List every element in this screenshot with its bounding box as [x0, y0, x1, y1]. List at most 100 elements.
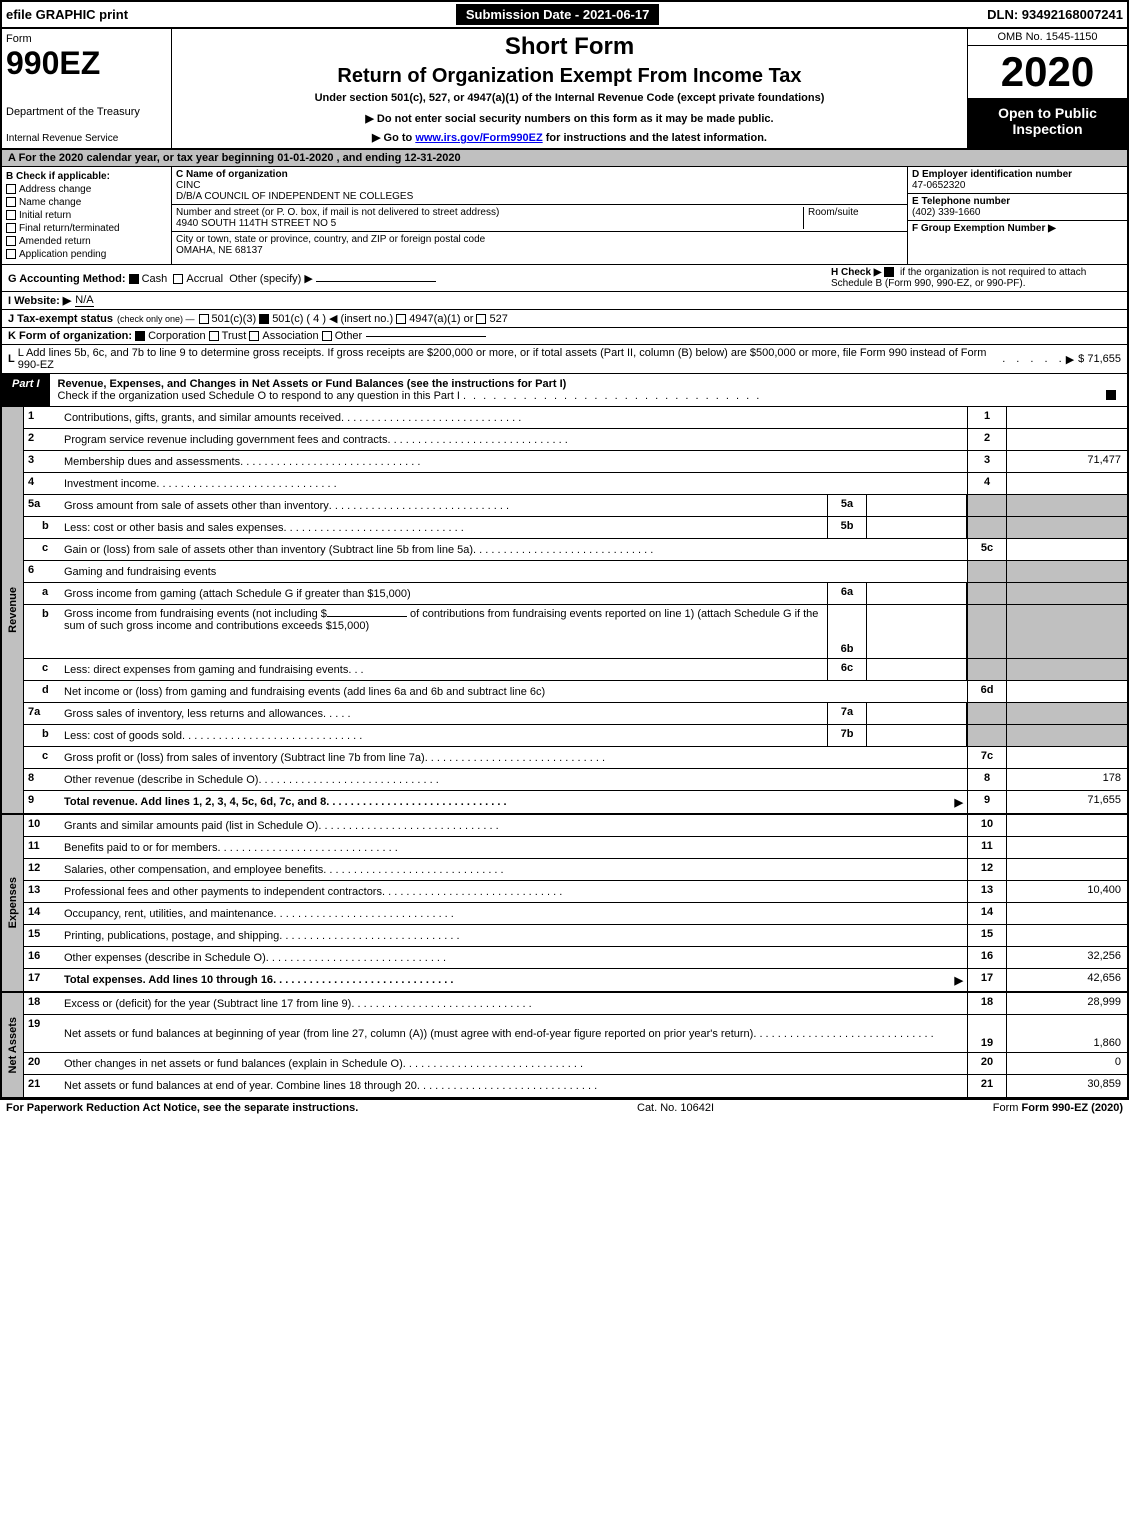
check-final[interactable]: Final return/terminated	[6, 223, 167, 234]
check-trust[interactable]	[209, 331, 219, 341]
form-header: Form 990EZ Department of the Treasury In…	[0, 29, 1129, 150]
line-18: 18Excess or (deficit) for the year (Subt…	[24, 993, 1127, 1015]
l-val: $ 71,655	[1078, 353, 1121, 365]
g-accounting: G Accounting Method: Cash Accrual Other …	[8, 272, 436, 285]
line-4: 4Investment income . . . . . . . . . . .…	[24, 473, 1127, 495]
city-val: OMAHA, NE 68137	[176, 245, 263, 256]
line-6: 6Gaming and fundraising events	[24, 561, 1127, 583]
short-form-title: Short Form	[180, 33, 959, 61]
line-19: 19Net assets or fund balances at beginni…	[24, 1015, 1127, 1053]
irs-label: Internal Revenue Service	[6, 133, 167, 144]
line-5c: cGain or (loss) from sale of assets othe…	[24, 539, 1127, 561]
ein-val: 47-0652320	[912, 180, 965, 191]
revenue-side-label: Revenue	[2, 407, 24, 813]
top-bar: efile GRAPHIC print Submission Date - 20…	[0, 0, 1129, 29]
check-accrual[interactable]	[173, 274, 183, 284]
h-schedule-b: H Check ▶ if the organization is not req…	[831, 267, 1121, 289]
dln: DLN: 93492168007241	[987, 7, 1123, 22]
org-name-2: D/B/A COUNCIL OF INDEPENDENT NE COLLEGES	[176, 191, 413, 202]
line-5b: bLess: cost or other basis and sales exp…	[24, 517, 1127, 539]
g-h-row: G Accounting Method: Cash Accrual Other …	[0, 265, 1129, 292]
submission-date: Submission Date - 2021-06-17	[456, 4, 660, 25]
part-1-header: Part I Revenue, Expenses, and Changes in…	[0, 374, 1129, 407]
check-pending[interactable]: Application pending	[6, 249, 167, 260]
check-corp[interactable]	[135, 331, 145, 341]
check-527[interactable]	[476, 314, 486, 324]
check-initial[interactable]: Initial return	[6, 210, 167, 221]
line-13: 13Professional fees and other payments t…	[24, 881, 1127, 903]
line-6b: bGross income from fundraising events (n…	[24, 605, 1127, 659]
form-ref: Form Form 990-EZ (2020)	[993, 1102, 1123, 1114]
line-7c: cGross profit or (loss) from sales of in…	[24, 747, 1127, 769]
line-9: 9Total revenue. Add lines 1, 2, 3, 4, 5c…	[24, 791, 1127, 813]
check-h[interactable]	[884, 267, 894, 277]
line-6c: cLess: direct expenses from gaming and f…	[24, 659, 1127, 681]
check-assoc[interactable]	[249, 331, 259, 341]
j-label: J Tax-exempt status	[8, 313, 113, 325]
line-10: 10Grants and similar amounts paid (list …	[24, 815, 1127, 837]
grp-row: F Group Exemption Number ▶	[908, 221, 1127, 236]
grp-label: F Group Exemption Number ▶	[912, 223, 1056, 234]
line-6d: dNet income or (loss) from gaming and fu…	[24, 681, 1127, 703]
city-label: City or town, state or province, country…	[176, 234, 485, 245]
cat-no: Cat. No. 10642I	[637, 1102, 714, 1114]
check-cash[interactable]	[129, 274, 139, 284]
revenue-table: Revenue 1Contributions, gifts, grants, a…	[0, 407, 1129, 815]
line-7a: 7aGross sales of inventory, less returns…	[24, 703, 1127, 725]
return-title: Return of Organization Exempt From Incom…	[180, 65, 959, 88]
line-3: 3Membership dues and assessments . . . .…	[24, 451, 1127, 473]
net-assets-table: Net Assets 18Excess or (deficit) for the…	[0, 993, 1129, 1099]
line-14: 14Occupancy, rent, utilities, and mainte…	[24, 903, 1127, 925]
line-6a: aGross income from gaming (attach Schedu…	[24, 583, 1127, 605]
tel-label: E Telephone number	[912, 196, 1010, 207]
goto-suffix: for instructions and the latest informat…	[546, 132, 767, 144]
j-tax-exempt-row: J Tax-exempt status (check only one) — 5…	[0, 310, 1129, 328]
check-other[interactable]	[322, 331, 332, 341]
line-7b: bLess: cost of goods sold . . . . . . . …	[24, 725, 1127, 747]
check-4947[interactable]	[396, 314, 406, 324]
form-number: 990EZ	[6, 45, 167, 82]
open-public: Open to Public Inspection	[968, 99, 1127, 148]
expenses-side-label: Expenses	[2, 815, 24, 991]
header-right: OMB No. 1545-1150 2020 Open to Public In…	[967, 29, 1127, 148]
goto-prefix: ▶ Go to	[372, 132, 415, 144]
addr-row: Number and street (or P. O. box, if mail…	[172, 205, 907, 232]
line-12: 12Salaries, other compensation, and empl…	[24, 859, 1127, 881]
i-val: N/A	[75, 294, 93, 307]
line-11: 11Benefits paid to or for members . . . …	[24, 837, 1127, 859]
check-address[interactable]: Address change	[6, 184, 167, 195]
check-501c[interactable]	[259, 314, 269, 324]
netassets-side-label: Net Assets	[2, 993, 24, 1097]
line-1: 1Contributions, gifts, grants, and simil…	[24, 407, 1127, 429]
city-row: City or town, state or province, country…	[172, 232, 907, 258]
ssn-notice: ▶ Do not enter social security numbers o…	[180, 112, 959, 125]
line-21: 21Net assets or fund balances at end of …	[24, 1075, 1127, 1097]
check-501c3[interactable]	[199, 314, 209, 324]
addr-val: 4940 SOUTH 114TH STREET NO 5	[176, 218, 336, 229]
header-middle: Short Form Return of Organization Exempt…	[172, 29, 967, 148]
check-schedule-o[interactable]	[1106, 390, 1116, 400]
header-left: Form 990EZ Department of the Treasury In…	[2, 29, 172, 148]
l-text: L Add lines 5b, 6c, and 7b to line 9 to …	[18, 347, 1002, 371]
line-16: 16Other expenses (describe in Schedule O…	[24, 947, 1127, 969]
form-label: Form	[6, 33, 167, 45]
tel-row: E Telephone number (402) 339-1660	[908, 194, 1127, 221]
line-8: 8Other revenue (describe in Schedule O) …	[24, 769, 1127, 791]
goto-link[interactable]: www.irs.gov/Form990EZ	[415, 132, 542, 144]
row-a-period: A For the 2020 calendar year, or tax yea…	[0, 150, 1129, 167]
tax-year: 2020	[968, 46, 1127, 99]
info-block: B Check if applicable: Address change Na…	[0, 167, 1129, 265]
col-b: B Check if applicable: Address change Na…	[2, 167, 172, 264]
l-gross-receipts-row: L L Add lines 5b, 6c, and 7b to line 9 t…	[0, 345, 1129, 374]
goto-line: ▶ Go to www.irs.gov/Form990EZ for instru…	[180, 131, 959, 144]
check-name[interactable]: Name change	[6, 197, 167, 208]
col-c: C Name of organization CINC D/B/A COUNCI…	[172, 167, 907, 264]
subtitle: Under section 501(c), 527, or 4947(a)(1)…	[180, 92, 959, 104]
org-name-row: C Name of organization CINC D/B/A COUNCI…	[172, 167, 907, 205]
org-name-label: C Name of organization	[176, 169, 288, 180]
line-17: 17Total expenses. Add lines 10 through 1…	[24, 969, 1127, 991]
pra-notice: For Paperwork Reduction Act Notice, see …	[6, 1102, 358, 1114]
ein-label: D Employer identification number	[912, 169, 1072, 180]
check-amended[interactable]: Amended return	[6, 236, 167, 247]
col-d: D Employer identification number 47-0652…	[907, 167, 1127, 264]
